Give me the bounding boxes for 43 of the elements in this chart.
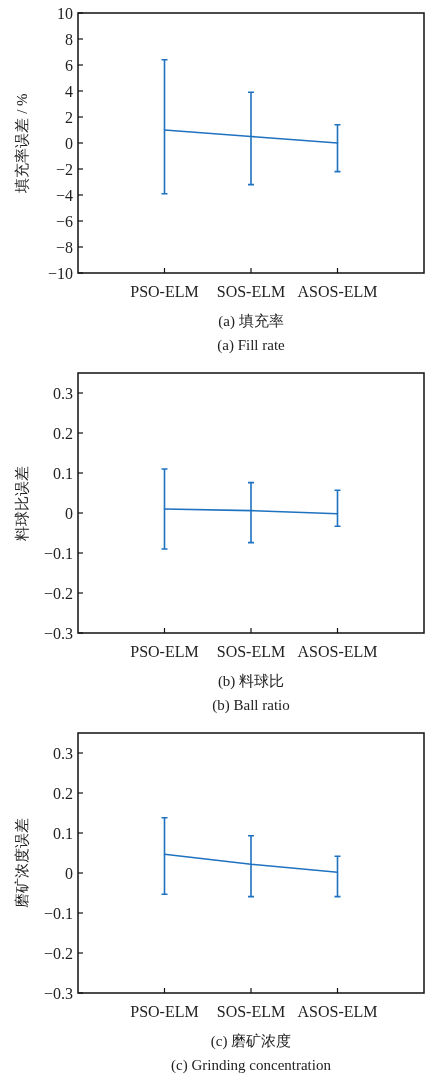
y-tick-label: 0.1 (53, 464, 73, 482)
y-tick-label: −2 (55, 160, 73, 178)
x-tick-label: ASOS-ELM (297, 643, 378, 660)
y-tick-label: −0.1 (43, 904, 73, 922)
y-tick-label: 10 (57, 4, 73, 22)
y-tick-label: −0.1 (43, 544, 73, 562)
y-axis-title: 磨矿浓度误差 (14, 818, 30, 908)
x-tick-label: SOS-ELM (216, 283, 286, 300)
text: (a) Fill rate (217, 337, 286, 354)
x-tick-label: SOS-ELM (216, 643, 286, 660)
y-tick-label: 0.2 (53, 424, 73, 442)
y-axis-title: 料球比误差 (14, 465, 30, 541)
y-tick-label: −0.3 (43, 624, 73, 642)
x-tick-label: PSO-ELM (130, 283, 199, 300)
x-tick-label: ASOS-ELM (297, 283, 378, 300)
y-tick-label: −0.2 (43, 944, 73, 962)
y-tick-label: 0 (65, 504, 73, 522)
y-tick-label: −8 (55, 238, 73, 256)
y-tick-label: 4 (65, 82, 73, 100)
y-tick-label: −6 (55, 212, 73, 230)
y-tick-label: 0 (65, 134, 73, 152)
y-tick-label: 8 (65, 30, 73, 48)
x-tick-label: SOS-ELM (216, 1003, 286, 1020)
x-tick-label: PSO-ELM (130, 1003, 199, 1020)
text: (b) Ball ratio (212, 697, 290, 714)
y-tick-label: −4 (55, 186, 73, 204)
text: (a) 填充率 (218, 313, 284, 330)
x-tick-label: ASOS-ELM (297, 1003, 378, 1020)
y-tick-label: −0.2 (43, 584, 73, 602)
y-axis-title: 填充率误差 / % (14, 93, 30, 194)
y-tick-label: 0.3 (53, 384, 73, 402)
y-tick-label: 0 (65, 864, 73, 882)
text: (b) 料球比 (217, 673, 285, 690)
x-tick-label: PSO-ELM (130, 643, 199, 660)
text: (c) Grinding concentration (171, 1057, 332, 1074)
y-tick-label: 0.1 (53, 824, 73, 842)
y-tick-label: 2 (65, 108, 73, 126)
y-tick-label: −0.3 (43, 984, 73, 1002)
y-tick-label: 0.3 (53, 744, 73, 762)
y-tick-label: 6 (65, 56, 73, 74)
y-tick-label: −10 (47, 264, 73, 282)
y-tick-label: 0.2 (53, 784, 73, 802)
text: (c) 磨矿浓度 (210, 1033, 292, 1050)
